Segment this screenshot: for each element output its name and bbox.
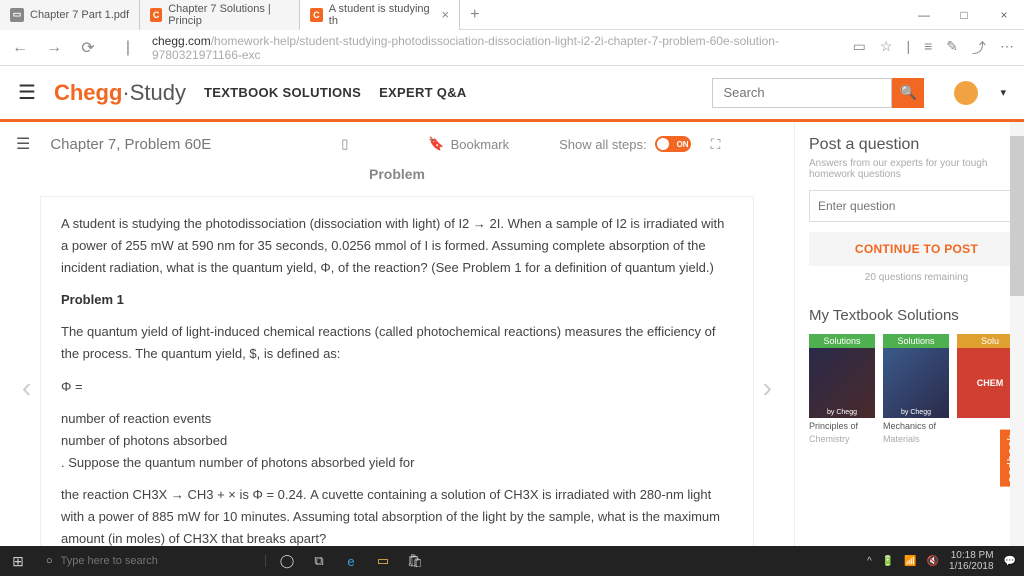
textbook-item[interactable]: Solutions by Chegg Mechanics of Material…: [883, 334, 949, 444]
explorer-icon[interactable]: ▭: [368, 546, 398, 576]
show-steps-toggle[interactable]: Show all steps: ON: [559, 136, 690, 152]
questions-remaining: 20 questions remaining: [809, 272, 1024, 283]
chevron-down-icon[interactable]: ▾: [1000, 86, 1006, 99]
chegg-icon: C: [310, 8, 323, 22]
hub-icon[interactable]: ≡: [924, 38, 932, 58]
back-button[interactable]: ←: [10, 39, 30, 57]
pdf-icon: ▭: [10, 8, 24, 22]
clock[interactable]: 10:18 PM1/16/2018: [949, 550, 994, 572]
menu-icon[interactable]: ☰: [18, 80, 36, 105]
more-icon[interactable]: ⋯: [1000, 38, 1014, 58]
minimize-button[interactable]: —: [904, 0, 944, 30]
scrollbar[interactable]: [1010, 122, 1024, 546]
site-header: ☰ Chegg·Study TEXTBOOK SOLUTIONS EXPERT …: [0, 66, 1024, 122]
close-button[interactable]: ×: [984, 0, 1024, 30]
start-button[interactable]: ⊞: [0, 546, 36, 576]
next-button[interactable]: ›: [763, 372, 772, 404]
forward-button[interactable]: →: [44, 39, 64, 57]
volume-icon[interactable]: 🔇: [927, 556, 939, 567]
browser-tab[interactable]: C Chapter 7 Solutions | Princip: [140, 0, 300, 30]
continue-button[interactable]: CONTINUE TO POST: [809, 232, 1024, 266]
close-icon[interactable]: ×: [441, 7, 449, 22]
nav-textbook-solutions[interactable]: TEXTBOOK SOLUTIONS: [204, 85, 361, 100]
address-bar: ← → ⟳ | chegg.com/homework-help/student-…: [0, 30, 1024, 66]
bookmark-icon: 🔖: [428, 136, 444, 152]
device-icon[interactable]: ▯: [341, 136, 348, 152]
refresh-button[interactable]: ⟳: [78, 38, 98, 58]
post-question-title: Post a question: [809, 136, 1024, 154]
notes-icon[interactable]: ✎: [946, 38, 958, 58]
taskview-icon[interactable]: ⧉: [304, 546, 334, 576]
browser-titlebar: ▭ Chapter 7 Part 1.pdf C Chapter 7 Solut…: [0, 0, 1024, 30]
new-tab-button[interactable]: +: [460, 6, 489, 24]
wifi-icon[interactable]: 📶: [904, 556, 916, 567]
reading-icon[interactable]: ▭: [853, 38, 866, 58]
tab-label: Chapter 7 Solutions | Princip: [168, 3, 289, 27]
search-icon: ○: [46, 555, 53, 567]
share-icon[interactable]: ⤴: [972, 38, 986, 58]
prev-button[interactable]: ‹: [22, 372, 31, 404]
bookmark-button[interactable]: 🔖 Bookmark: [428, 136, 509, 152]
chegg-icon: C: [150, 8, 162, 22]
maximize-button[interactable]: □: [944, 0, 984, 30]
textbook-item[interactable]: Solutions by Chegg Principles of Chemist…: [809, 334, 875, 444]
nav-expert-qa[interactable]: EXPERT Q&A: [379, 85, 467, 100]
star-icon[interactable]: ☆: [880, 38, 893, 58]
my-textbooks-title: My Textbook Solutions: [809, 307, 1024, 324]
store-icon[interactable]: 🛍: [400, 546, 430, 576]
taskbar: ⊞ ○ ◯ ⧉ e ▭ 🛍 ^ 🔋 📶 🔇 10:18 PM1/16/2018 …: [0, 546, 1024, 576]
list-icon[interactable]: ☰: [16, 134, 30, 154]
problem-label: Problem: [40, 166, 754, 182]
url-field[interactable]: chegg.com/homework-help/student-studying…: [152, 34, 839, 62]
sidebar: Post a question Answers from our experts…: [794, 122, 1024, 546]
post-question-sub: Answers from our experts for your tough …: [809, 158, 1024, 180]
tab-label: Chapter 7 Part 1.pdf: [30, 9, 129, 21]
notifications-icon[interactable]: 💬: [1004, 556, 1016, 567]
browser-tab[interactable]: ▭ Chapter 7 Part 1.pdf: [0, 0, 140, 30]
problem-body: A student is studying the photodissociat…: [40, 196, 754, 546]
expand-icon[interactable]: ⛶: [711, 136, 721, 153]
edge-icon[interactable]: e: [336, 546, 366, 576]
logo[interactable]: Chegg·Study: [54, 80, 186, 106]
tab-label: A student is studying th: [329, 3, 432, 27]
problem-title: Chapter 7, Problem 60E: [50, 136, 211, 153]
battery-icon[interactable]: 🔋: [882, 556, 894, 567]
scrollbar-thumb[interactable]: [1010, 136, 1024, 296]
search-input[interactable]: [712, 78, 892, 108]
question-input[interactable]: [809, 190, 1024, 222]
browser-tab-active[interactable]: C A student is studying th ×: [300, 0, 460, 30]
avatar[interactable]: [954, 81, 978, 105]
cortana-icon[interactable]: ◯: [272, 546, 302, 576]
tray-up-icon[interactable]: ^: [867, 556, 872, 567]
search-button[interactable]: 🔍: [892, 78, 924, 108]
taskbar-search[interactable]: ○: [36, 555, 266, 567]
